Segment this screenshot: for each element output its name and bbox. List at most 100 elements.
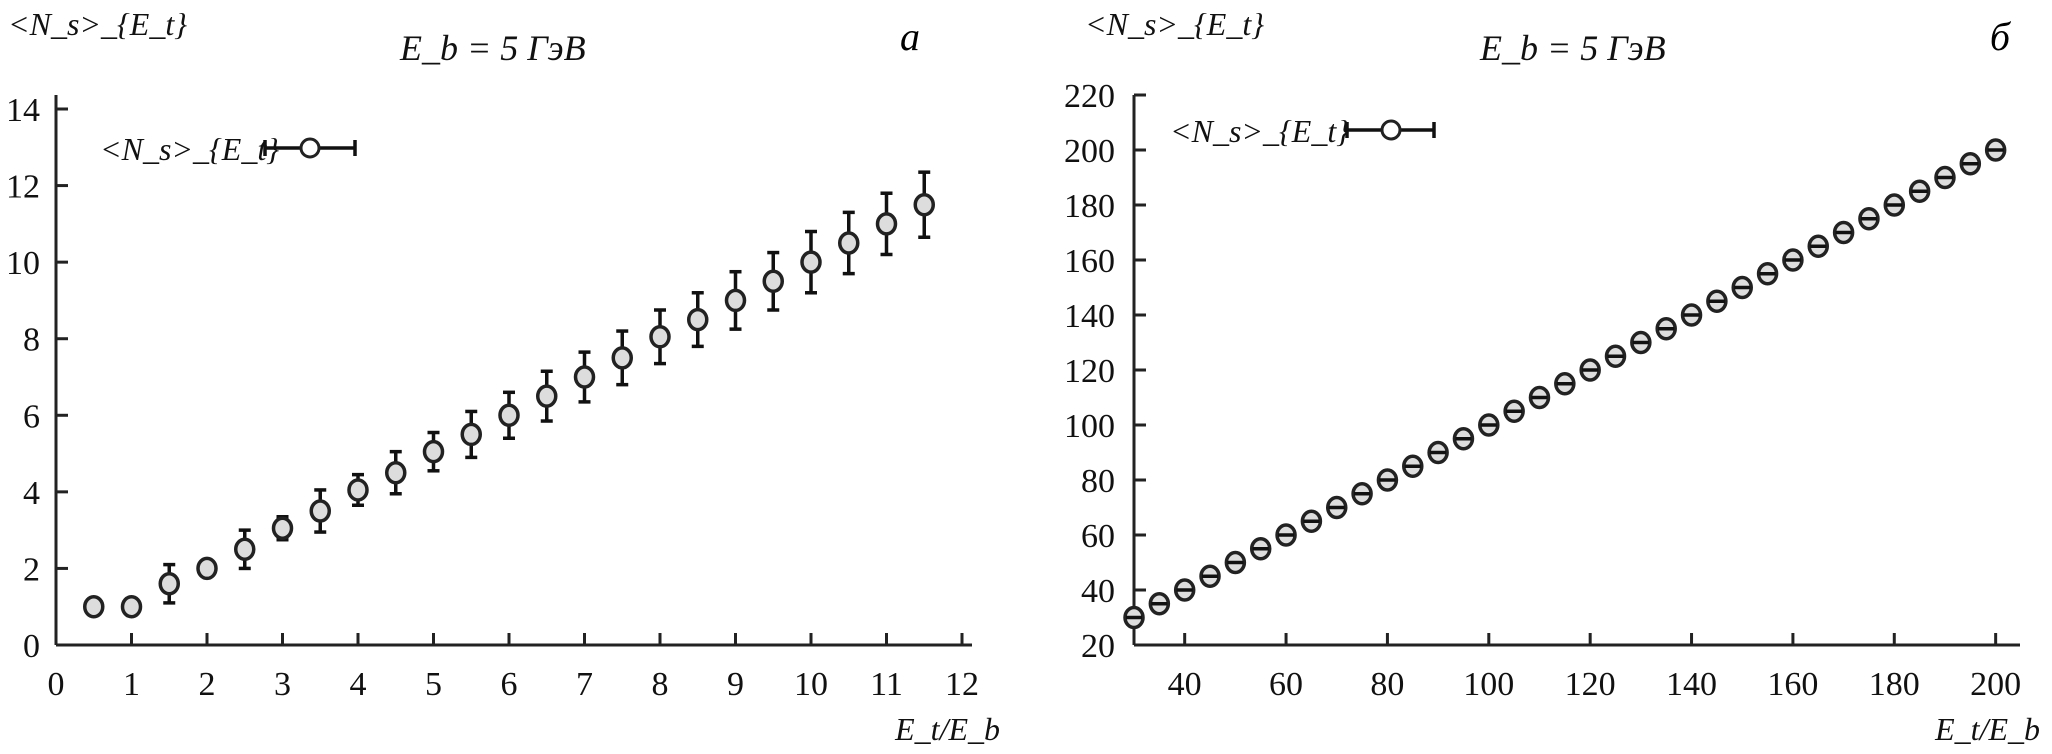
data-point: [1832, 220, 1855, 245]
data-point: [800, 229, 822, 295]
data-point: [536, 369, 558, 423]
x-axis-label: E_t/E_b: [894, 711, 1000, 747]
data-point: [120, 594, 143, 619]
x-tick-label: 9: [727, 666, 744, 703]
data-point: [649, 308, 671, 366]
y-tick-label: 40: [1081, 573, 1115, 610]
x-axis-label: E_t/E_b: [1934, 711, 2040, 747]
data-point: [913, 170, 935, 240]
data-point: [1706, 289, 1728, 313]
y-tick-label: 6: [23, 398, 40, 435]
marker: [838, 231, 860, 255]
y-axis-label: <N_s>_{E_t}: [1085, 6, 1264, 42]
legend: <N_s>_{E_t}: [100, 131, 357, 167]
legend-label: <N_s>_{E_t}: [100, 131, 279, 167]
data-point: [1858, 207, 1880, 231]
data-point: [1883, 193, 1906, 217]
y-tick-label: 10: [6, 245, 40, 282]
marker: [234, 537, 256, 562]
y-tick-label: 20: [1081, 628, 1115, 665]
x-tick-label: 11: [870, 666, 903, 703]
y-tick-label: 120: [1064, 353, 1115, 390]
data-point: [1680, 303, 1703, 327]
data-point: [1528, 385, 1551, 410]
data-point: [1173, 578, 1196, 602]
data-point: [234, 528, 256, 571]
marker: [498, 403, 520, 428]
x-tick-label: 140: [1666, 666, 1717, 703]
data-point: [573, 350, 596, 404]
data-point: [687, 291, 709, 349]
data-point: [1959, 152, 1982, 176]
data-point: [1376, 468, 1399, 492]
chart-title: E_b = 5 ГэВ: [1479, 28, 1666, 68]
data-point: [309, 488, 331, 534]
data-point: [1249, 537, 1272, 561]
x-tick-label: 8: [652, 666, 669, 703]
x-tick-label: 12: [945, 666, 979, 703]
legend-label: <N_s>_{E_t}: [1170, 113, 1349, 149]
y-tick-label: 140: [1064, 298, 1115, 335]
data-point: [1984, 138, 2007, 162]
data-point: [1731, 275, 1753, 300]
y-tick-label: 12: [6, 169, 40, 206]
y-tick-label: 8: [23, 322, 40, 359]
marker: [649, 325, 671, 349]
data-point: [1503, 399, 1525, 423]
y-tick-label: 220: [1064, 78, 1115, 115]
marker: [120, 594, 143, 619]
data-point: [1300, 509, 1323, 533]
x-tick-label: 1: [123, 666, 140, 703]
data-point: [762, 250, 784, 312]
data-point: [1908, 179, 1931, 203]
data-point: [271, 514, 294, 542]
panel-label: б: [1990, 14, 2012, 59]
chart-title: E_b = 5 ГэВ: [399, 28, 586, 68]
data-point: [498, 390, 520, 441]
x-tick-label: 3: [274, 666, 291, 703]
marker: [83, 594, 105, 619]
data-point: [1148, 592, 1171, 616]
marker: [422, 439, 445, 464]
legend: <N_s>_{E_t}: [1170, 113, 1436, 149]
marker: [158, 571, 180, 596]
x-tick-label: 80: [1370, 666, 1404, 703]
data-point: [347, 472, 369, 508]
data-point: [1224, 550, 1247, 575]
x-tick-label: 10: [794, 666, 828, 703]
data-point: [1123, 605, 1145, 630]
marker: [687, 307, 709, 332]
x-tick-label: 7: [576, 666, 593, 703]
marker: [460, 422, 482, 447]
marker: [536, 384, 558, 408]
y-tick-label: 2: [23, 551, 40, 588]
x-tick-label: 200: [1970, 666, 2021, 703]
marker: [385, 460, 407, 485]
y-tick-label: 80: [1081, 463, 1115, 500]
legend-marker: [299, 137, 321, 159]
data-point: [385, 449, 407, 496]
y-tick-label: 4: [23, 475, 40, 512]
marker: [800, 250, 822, 274]
marker: [271, 516, 294, 540]
marker: [309, 499, 331, 523]
data-point: [1604, 344, 1627, 368]
data-point: [875, 191, 898, 257]
marker: [913, 192, 935, 217]
data-point: [838, 210, 860, 276]
data-point: [422, 430, 445, 473]
marker: [875, 212, 898, 236]
data-point: [611, 329, 633, 387]
x-tick-label: 180: [1869, 666, 1920, 703]
marker: [347, 478, 369, 502]
data-point: [1807, 234, 1830, 258]
data-point: [724, 269, 747, 331]
x-tick-label: 60: [1269, 666, 1303, 703]
data-point: [1402, 454, 1424, 478]
legend-marker: [1380, 119, 1402, 141]
y-tick-label: 14: [6, 92, 40, 129]
data-point: [1275, 523, 1297, 547]
data-point: [196, 556, 218, 581]
data-point: [1554, 372, 1576, 396]
